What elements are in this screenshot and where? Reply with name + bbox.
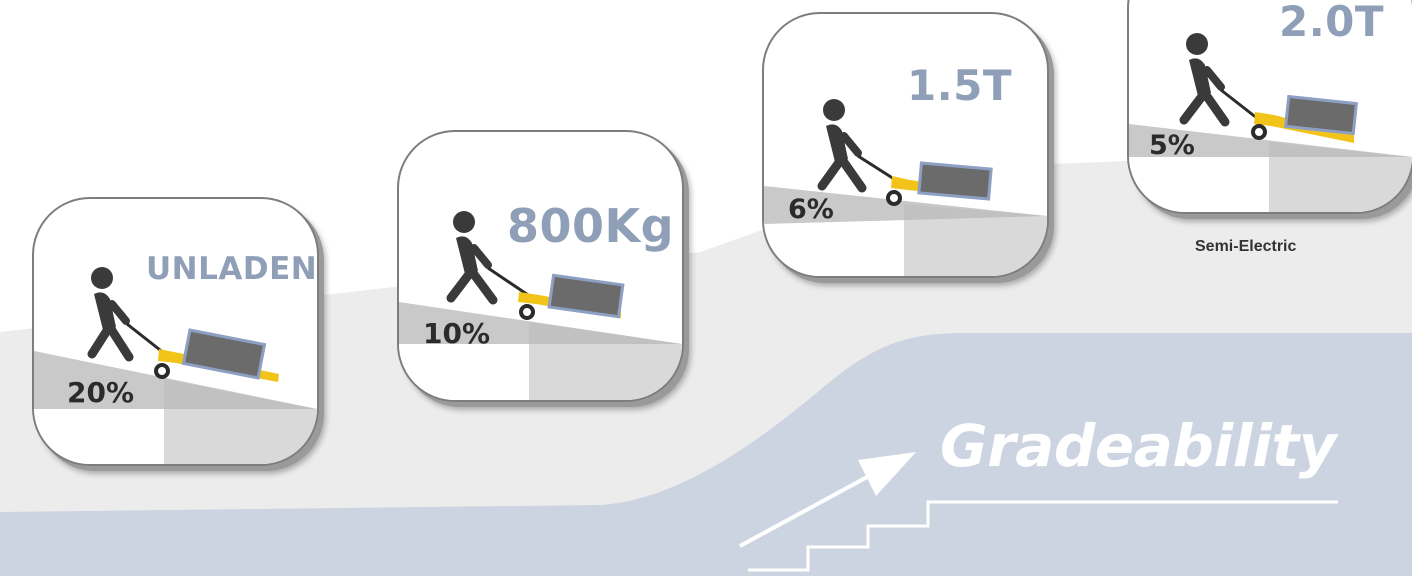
load-label: 800Kg (507, 199, 675, 253)
slope-scene (1129, 33, 1412, 212)
grade-percent: 20% (67, 376, 135, 409)
walking-person-icon (87, 267, 134, 362)
grade-percent: 5% (1149, 130, 1195, 161)
pallet-truck-icon (126, 322, 279, 382)
gradeability-card-800kg: 800Kg 10% (397, 130, 684, 402)
pallet-truck-icon (487, 266, 625, 320)
gradeability-card-2-0t: 2.0T 5% (1127, 0, 1412, 214)
slope-scene (764, 99, 1047, 276)
blue-gray-band (0, 333, 1412, 576)
gradeability-heading: Gradeability (940, 412, 1337, 480)
load-label: 1.5T (907, 61, 1013, 110)
load-label: UNLADEN (146, 251, 318, 287)
slope-scene (399, 211, 682, 400)
walking-person-icon (1179, 33, 1230, 127)
stairs-arrow-icon (739, 452, 1338, 572)
grade-percent: 10% (423, 317, 491, 350)
slope-scene (34, 267, 317, 464)
semi-electric-caption: Semi-Electric (1195, 238, 1297, 255)
walking-person-icon (446, 211, 498, 305)
pallet-truck-icon (857, 154, 993, 206)
pallet-truck-icon (1220, 88, 1359, 143)
grade-percent: 6% (788, 194, 834, 225)
gradeability-card-1-5t: 1.5T 6% (762, 12, 1049, 278)
load-label: 2.0T (1279, 0, 1385, 46)
gradeability-card-unladen: UNLADEN 20% (32, 197, 319, 466)
walking-person-icon (817, 99, 867, 193)
